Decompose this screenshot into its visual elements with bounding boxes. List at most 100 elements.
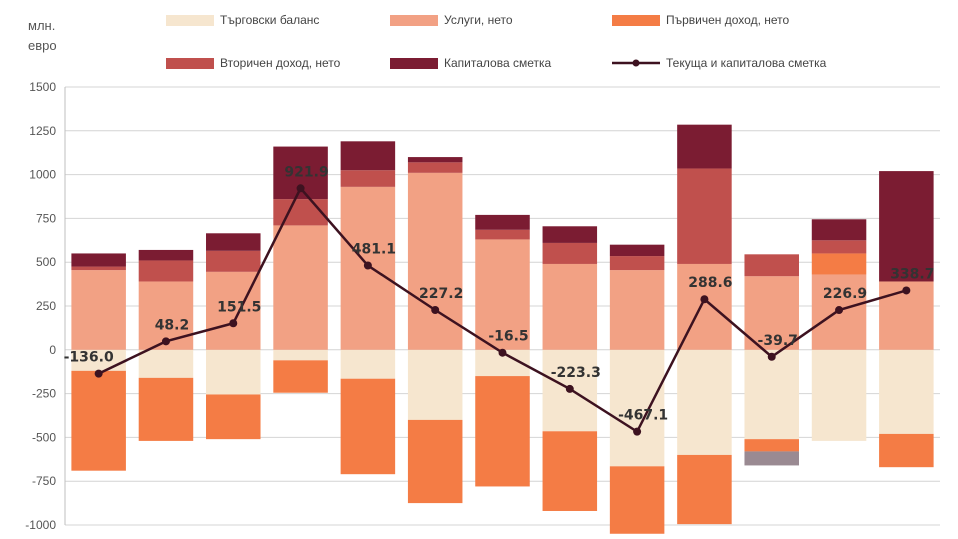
bar-segment-1 xyxy=(138,349,194,378)
data-labels-group: -136.0 48.2 151.5 921.9 481.1 227.2 -16.5 -223.… xyxy=(64,164,935,423)
line-series-group xyxy=(94,184,911,436)
bar-segment-4 xyxy=(744,254,799,277)
bar-segment-3 xyxy=(542,431,598,511)
legend-item-6: Текуща и капиталова сметка xyxy=(612,56,827,70)
bar-segment-5 xyxy=(138,249,194,261)
legend-label: Услуги, нето xyxy=(444,13,513,27)
line-point xyxy=(633,427,642,436)
bar-segment-1 xyxy=(744,349,799,440)
data-label: -39.7 xyxy=(758,333,798,349)
bar-segment-5 xyxy=(609,244,665,257)
bar-segment-3 xyxy=(273,360,328,393)
bar-segment-4 xyxy=(138,260,194,282)
data-label: 48.2 xyxy=(155,317,190,333)
bar-segment-2 xyxy=(542,263,598,350)
bar-segment-1 xyxy=(206,349,261,395)
legend-item-4: Вторичен доход, нето xyxy=(166,56,341,70)
legend-label: Текуща и капиталова сметка xyxy=(666,56,827,70)
line-point xyxy=(902,286,911,295)
data-label: 288.6 xyxy=(688,275,732,291)
bar-segment-5 xyxy=(475,214,530,230)
bar-segment-3 xyxy=(475,376,530,487)
bar-segment-1 xyxy=(273,349,328,361)
bar-segment-2 xyxy=(273,225,328,350)
legend-item-3: Първичен доход, нето xyxy=(612,13,790,27)
bar-segment-2 xyxy=(609,270,665,350)
bar-segment-1 xyxy=(811,349,867,441)
y-tick-label: 1500 xyxy=(29,80,56,94)
line-point xyxy=(431,305,440,314)
legend-marker xyxy=(632,59,640,67)
bar-segment-5 xyxy=(811,219,867,241)
legend-label: Капиталова сметка xyxy=(444,56,551,70)
bar-segment-4 xyxy=(677,168,732,264)
legend-swatch xyxy=(166,15,214,26)
bar-segment-1 xyxy=(609,349,665,467)
bar-segment-5 xyxy=(407,157,463,163)
line-point xyxy=(161,337,170,346)
bar-segment-5 xyxy=(879,171,934,282)
bar-segment-3 xyxy=(811,253,867,275)
line-point xyxy=(565,384,574,393)
bar-segment-3 xyxy=(206,394,261,440)
bar-segment-5 xyxy=(71,253,126,267)
data-label: 227.2 xyxy=(419,286,463,302)
data-label: -136.0 xyxy=(64,350,114,366)
y-tick-label: -500 xyxy=(32,430,56,444)
data-label: 226.9 xyxy=(823,286,867,302)
bar-segment-1 xyxy=(71,349,126,371)
y-axis: 1500 1250 1000 750 500 250 0 -250 -500 -750 -1000 xyxy=(25,80,66,532)
line-point xyxy=(767,352,776,361)
bar-segment-3 xyxy=(71,370,126,471)
line-point xyxy=(700,295,709,304)
data-label: -16.5 xyxy=(488,329,528,345)
bar-segment-4 xyxy=(273,199,328,226)
legend-swatch xyxy=(390,15,438,26)
legend-swatch xyxy=(612,15,660,26)
data-label: 338.7 xyxy=(890,266,934,282)
bar-segment-1 xyxy=(340,349,396,379)
bar-segment-3 xyxy=(138,377,194,441)
legend-swatch xyxy=(390,58,438,69)
y-tick-label: 500 xyxy=(36,255,56,269)
line-point xyxy=(498,348,507,357)
bar-segment-1 xyxy=(677,349,732,455)
y-tick-label: -250 xyxy=(32,387,56,401)
legend-item-1: Търговски баланс xyxy=(166,13,319,27)
bar-segment-4 xyxy=(811,240,867,254)
bar-segment-3 xyxy=(744,439,799,452)
legend-label: Търговски баланс xyxy=(220,13,319,27)
bar-segment-2 xyxy=(744,276,799,350)
y-tick-label: 0 xyxy=(49,343,56,357)
bar-segment-4 xyxy=(609,256,665,271)
bar-segment-3 xyxy=(879,433,934,468)
data-label: -467.1 xyxy=(618,408,668,424)
bar-segment-extra xyxy=(744,451,799,466)
data-label: 481.1 xyxy=(352,242,396,258)
bar-segment-4 xyxy=(475,229,530,240)
legend-item-2: Услуги, нето xyxy=(390,13,513,27)
line-point xyxy=(363,261,372,270)
data-label: -223.3 xyxy=(551,365,601,381)
bar-segment-3 xyxy=(407,419,463,504)
unit-label-line-2: евро xyxy=(28,38,57,53)
line-point xyxy=(296,184,305,193)
bar-series-group xyxy=(71,124,934,534)
bar-segment-3 xyxy=(609,466,665,534)
y-tick-label: 1250 xyxy=(29,124,56,138)
line-point xyxy=(835,306,844,315)
data-label: 921.9 xyxy=(284,164,328,180)
bar-segment-4 xyxy=(340,170,396,187)
bar-segment-4 xyxy=(542,242,598,264)
legend-item-5: Капиталова сметка xyxy=(390,56,551,70)
y-tick-label: -1000 xyxy=(25,518,56,532)
legend-label: Вторичен доход, нето xyxy=(220,56,341,70)
y-tick-label: 750 xyxy=(36,211,56,225)
legend-swatch xyxy=(166,58,214,69)
bar-segment-5 xyxy=(340,141,396,171)
bar-segment-3 xyxy=(677,454,732,525)
bar-segment-3 xyxy=(340,378,396,475)
bar-segment-1 xyxy=(407,349,463,420)
line-point xyxy=(229,319,238,328)
